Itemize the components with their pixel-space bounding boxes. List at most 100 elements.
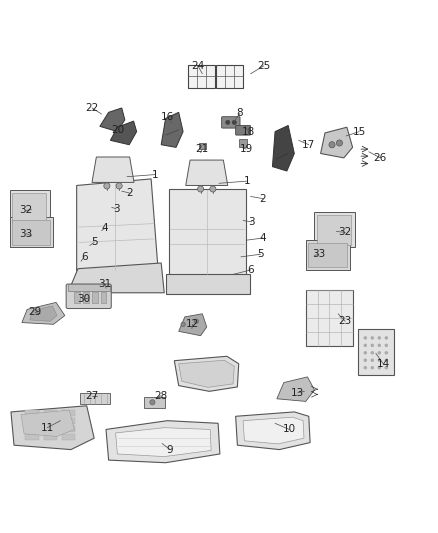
Text: 5: 5 (91, 237, 98, 247)
Text: 17: 17 (302, 140, 315, 150)
Text: 16: 16 (161, 112, 174, 122)
Polygon shape (30, 306, 57, 321)
Bar (199, 142, 206, 149)
Text: 32: 32 (20, 205, 33, 215)
Text: 2: 2 (259, 193, 266, 204)
Polygon shape (100, 108, 125, 132)
Text: 29: 29 (28, 308, 42, 318)
Bar (44, 418, 57, 424)
Text: 33: 33 (20, 229, 33, 239)
Polygon shape (243, 417, 304, 444)
Bar (144, 397, 165, 408)
Polygon shape (272, 125, 294, 171)
Text: 11: 11 (41, 423, 54, 433)
Bar (62, 434, 75, 440)
Polygon shape (169, 189, 246, 275)
Polygon shape (11, 406, 94, 449)
Text: 8: 8 (237, 108, 244, 118)
Text: 6: 6 (81, 252, 88, 262)
Circle shape (371, 344, 374, 347)
Text: 12: 12 (186, 319, 199, 329)
Text: 6: 6 (247, 265, 254, 275)
Bar (10, 190, 50, 225)
Circle shape (210, 186, 216, 192)
Bar (314, 212, 355, 247)
Text: 32: 32 (339, 228, 352, 237)
Bar (68, 285, 110, 291)
Text: 14: 14 (377, 359, 390, 369)
Polygon shape (21, 410, 74, 437)
Bar (74, 292, 80, 303)
Text: 33: 33 (312, 249, 325, 259)
Polygon shape (22, 302, 65, 324)
Text: 4: 4 (102, 223, 109, 233)
Text: 21: 21 (196, 144, 209, 154)
Bar (44, 434, 57, 440)
Text: 13: 13 (291, 387, 304, 398)
Circle shape (364, 351, 367, 354)
Bar (83, 292, 89, 303)
Polygon shape (166, 273, 250, 294)
Circle shape (181, 322, 185, 327)
Bar (10, 217, 53, 247)
Polygon shape (77, 179, 158, 271)
Bar (101, 292, 106, 303)
Text: 27: 27 (85, 391, 99, 401)
Circle shape (371, 366, 374, 369)
Bar (80, 393, 110, 405)
Text: 20: 20 (112, 125, 125, 135)
Text: 3: 3 (248, 217, 255, 227)
Circle shape (364, 366, 367, 369)
Polygon shape (110, 121, 137, 145)
FancyBboxPatch shape (222, 117, 240, 128)
Circle shape (226, 120, 230, 124)
Bar (358, 329, 394, 375)
Circle shape (378, 336, 381, 340)
Bar (25, 410, 39, 416)
Bar (62, 426, 75, 432)
Text: 28: 28 (155, 391, 168, 401)
Polygon shape (174, 356, 239, 391)
Text: 2: 2 (126, 188, 133, 198)
Bar (62, 410, 75, 416)
Polygon shape (161, 112, 183, 147)
Text: 4: 4 (259, 233, 266, 243)
Circle shape (385, 344, 388, 347)
Circle shape (194, 319, 198, 324)
Text: 15: 15 (353, 127, 366, 136)
Text: 22: 22 (85, 103, 99, 113)
Polygon shape (236, 412, 310, 449)
Text: 10: 10 (283, 424, 296, 434)
Bar (12, 193, 46, 223)
Bar (239, 140, 247, 147)
Bar (216, 65, 243, 88)
Circle shape (378, 359, 381, 362)
Bar (25, 426, 39, 432)
Polygon shape (321, 127, 353, 158)
Polygon shape (277, 377, 314, 401)
Text: 30: 30 (77, 294, 90, 304)
Bar (25, 418, 39, 424)
FancyBboxPatch shape (236, 125, 251, 135)
Circle shape (364, 359, 367, 362)
Bar (92, 292, 98, 303)
Circle shape (378, 344, 381, 347)
Polygon shape (179, 314, 207, 336)
Bar (306, 290, 353, 346)
Text: 19: 19 (240, 144, 253, 154)
Circle shape (150, 400, 155, 405)
Circle shape (233, 120, 236, 124)
Bar (62, 418, 75, 424)
Circle shape (371, 359, 374, 362)
Text: 25: 25 (257, 61, 270, 71)
Circle shape (385, 351, 388, 354)
Circle shape (364, 344, 367, 347)
Text: 24: 24 (191, 61, 205, 71)
Bar (188, 65, 215, 88)
Circle shape (329, 142, 335, 148)
FancyBboxPatch shape (66, 284, 111, 309)
Circle shape (371, 351, 374, 354)
Polygon shape (106, 421, 220, 463)
Text: 5: 5 (257, 249, 264, 259)
Circle shape (198, 186, 204, 192)
